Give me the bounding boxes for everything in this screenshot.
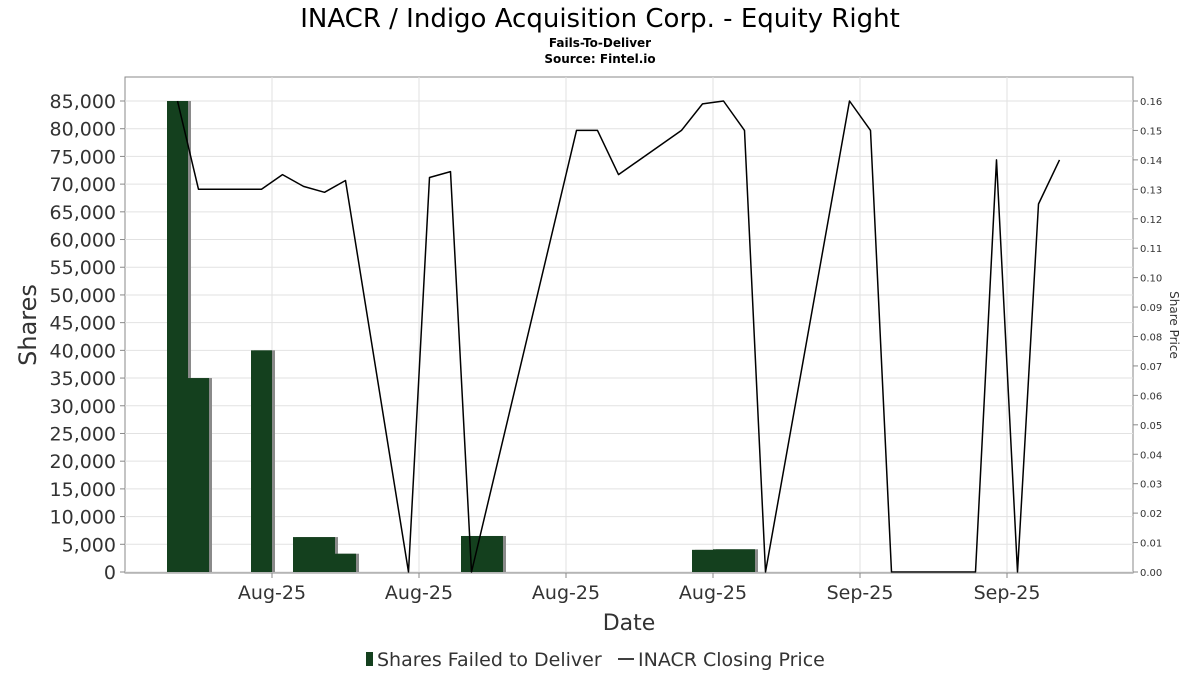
fails-bar — [734, 549, 755, 572]
y-tick-label: 35,000 — [50, 368, 116, 390]
y2-tick-label: 0.07 — [1140, 362, 1162, 373]
chart-subtitle: Fails-To-Deliver — [549, 36, 651, 50]
fails-bar — [167, 101, 188, 572]
fails-bar — [482, 535, 503, 572]
y-tick-label: 0 — [104, 562, 116, 584]
y-tick-label: 70,000 — [50, 174, 116, 196]
axis-layer: 0 5,000 10,000 15,000 20,000 25,000 30,000 35,0… — [50, 91, 1163, 604]
y-tick-label: 15,000 — [50, 479, 116, 501]
legend: Shares Failed to Deliver INACR Closing P… — [366, 649, 825, 671]
y2-tick-label: 0.11 — [1140, 244, 1162, 255]
y2-tick-label: 0.12 — [1140, 215, 1162, 226]
y-axis-label: Shares — [14, 284, 42, 366]
y-tick-label: 55,000 — [50, 257, 116, 279]
legend-label-line: INACR Closing Price — [638, 649, 825, 671]
x-tick-label: Aug-25 — [532, 582, 600, 604]
closing-price-line — [176, 100, 1061, 573]
y-tick-label: 5,000 — [62, 534, 116, 556]
y2-axis-label: Share Price — [1167, 291, 1181, 359]
fails-bar — [335, 553, 356, 572]
y2-tick-label: 0.14 — [1140, 156, 1162, 167]
x-tick-label: Aug-25 — [238, 582, 306, 604]
y-tick-label: 20,000 — [50, 451, 116, 473]
fails-bar — [461, 535, 482, 572]
fails-bar — [188, 378, 209, 572]
legend-label-bars: Shares Failed to Deliver — [377, 649, 602, 671]
y-tick-label: 60,000 — [50, 230, 116, 252]
x-tick-label: Sep-25 — [974, 582, 1041, 604]
y2-tick-label: 0.10 — [1140, 274, 1162, 285]
y-tick-label: 80,000 — [50, 119, 116, 141]
y2-tick-label: 0.16 — [1140, 97, 1162, 108]
y2-tick-label: 0.15 — [1140, 126, 1162, 137]
line-layer — [176, 100, 1061, 573]
bar-layer — [167, 101, 758, 572]
y-tick-label: 45,000 — [50, 313, 116, 335]
x-tick-label: Sep-25 — [827, 582, 894, 604]
y-tick-label: 50,000 — [50, 285, 116, 307]
fails-bar — [314, 537, 335, 572]
y-tick-label: 85,000 — [50, 91, 116, 113]
y2-tick-label: 0.03 — [1140, 480, 1162, 491]
y-tick-label: 65,000 — [50, 202, 116, 224]
y2-tick-label: 0.06 — [1140, 391, 1162, 402]
plot-area — [124, 76, 1134, 574]
y-tick-label: 30,000 — [50, 396, 116, 418]
y2-tick-label: 0.08 — [1140, 333, 1162, 344]
y2-tick-label: 0.13 — [1140, 185, 1162, 196]
fails-bar — [692, 549, 713, 572]
y2-tick-label: 0.04 — [1140, 450, 1162, 461]
y2-tick-label: 0.01 — [1140, 539, 1162, 550]
y-tick-label: 25,000 — [50, 423, 116, 445]
y2-tick-label: 0.02 — [1140, 509, 1162, 520]
fails-bar — [713, 549, 734, 572]
y2-tick-label: 0.05 — [1140, 421, 1162, 432]
y-tick-label: 75,000 — [50, 146, 116, 168]
chart-title: INACR / Indigo Acquisition Corp. - Equit… — [300, 4, 900, 34]
y-tick-label: 10,000 — [50, 507, 116, 529]
y2-tick-label: 0.09 — [1140, 303, 1162, 314]
x-tick-label: Aug-25 — [679, 582, 747, 604]
x-axis-label: Date — [603, 611, 656, 636]
fails-bar — [293, 537, 314, 572]
y2-tick-label: 0.00 — [1140, 568, 1162, 579]
y-tick-label: 40,000 — [50, 340, 116, 362]
fails-bar — [251, 350, 272, 572]
chart-source: Source: Fintel.io — [544, 52, 655, 66]
grid-layer — [125, 77, 1133, 573]
legend-swatch-bars — [366, 652, 373, 666]
x-tick-label: Aug-25 — [385, 582, 453, 604]
